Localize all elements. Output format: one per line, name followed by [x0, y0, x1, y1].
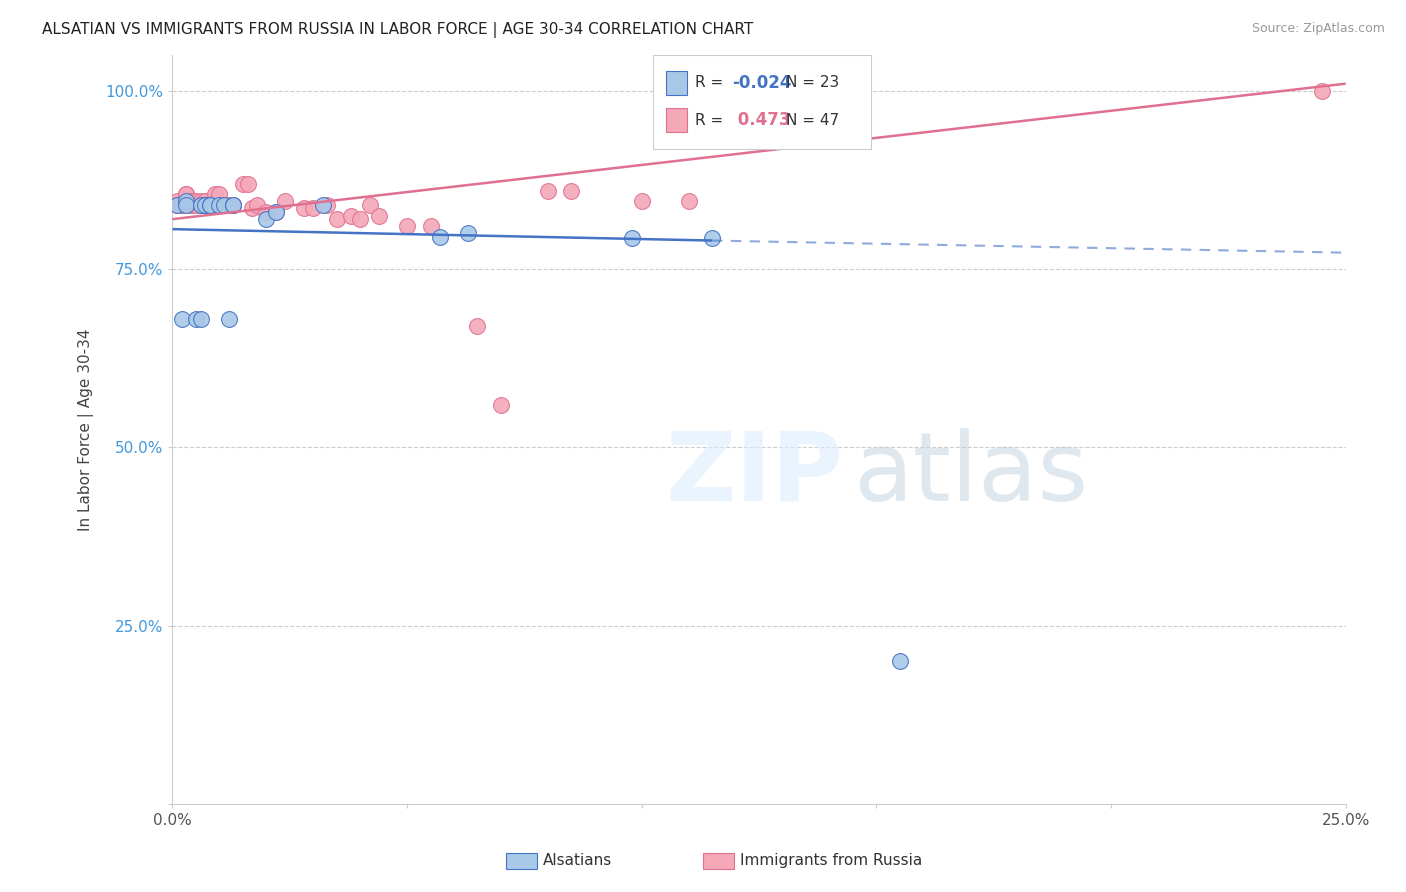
Point [208, 198, 231, 212]
Text: -0.024: -0.024 [733, 74, 792, 92]
Point [621, 231, 644, 245]
Text: N = 23: N = 23 [786, 75, 839, 90]
Point [236, 177, 259, 191]
Point [208, 187, 231, 202]
Text: N = 47: N = 47 [786, 112, 839, 128]
Point [176, 198, 198, 212]
Text: ALSATIAN VS IMMIGRANTS FROM RUSSIA IN LABOR FORCE | AGE 30-34 CORRELATION CHART: ALSATIAN VS IMMIGRANTS FROM RUSSIA IN LA… [42, 22, 754, 38]
Point [198, 198, 221, 212]
Point [316, 198, 339, 212]
Point [302, 202, 325, 216]
Point [240, 202, 263, 216]
Text: ZIP: ZIP [665, 428, 844, 521]
Point [246, 198, 269, 212]
Point [419, 219, 441, 234]
Point [429, 230, 451, 244]
Text: R =: R = [695, 75, 728, 90]
Point [166, 198, 188, 212]
Point [359, 198, 381, 212]
Point [254, 205, 277, 219]
Point [232, 177, 254, 191]
Bar [666, 108, 688, 132]
Point [218, 312, 240, 326]
Point [311, 198, 333, 212]
Point [349, 212, 371, 227]
Point [176, 187, 198, 202]
Point [325, 212, 347, 227]
Point [467, 319, 489, 334]
Point [700, 231, 723, 245]
Point [678, 194, 700, 209]
Point [166, 194, 188, 209]
Point [198, 198, 221, 212]
Point [204, 187, 226, 202]
Text: R =: R = [695, 112, 728, 128]
Point [170, 198, 193, 212]
Point [396, 219, 419, 234]
Point [339, 209, 361, 223]
Point [222, 198, 245, 212]
Point [180, 194, 202, 209]
Point [560, 184, 582, 198]
Point [176, 198, 198, 212]
Text: atlas: atlas [853, 428, 1088, 521]
Point [222, 198, 245, 212]
Point [180, 198, 202, 212]
Point [176, 194, 198, 209]
Point [198, 198, 221, 212]
Point [184, 312, 207, 326]
Point [194, 198, 217, 212]
Point [367, 209, 389, 223]
Point [176, 187, 198, 202]
Text: 0.473: 0.473 [733, 112, 790, 129]
Y-axis label: In Labor Force | Age 30-34: In Labor Force | Age 30-34 [79, 328, 94, 531]
Point [190, 198, 212, 212]
Point [190, 198, 212, 212]
Point [170, 312, 193, 326]
Text: Source: ZipAtlas.com: Source: ZipAtlas.com [1251, 22, 1385, 36]
Point [889, 654, 911, 668]
Point [264, 205, 287, 219]
Point [184, 198, 207, 212]
Bar [666, 70, 688, 95]
Point [537, 184, 560, 198]
Point [194, 198, 217, 212]
Point [274, 194, 297, 209]
FancyBboxPatch shape [654, 55, 870, 149]
Point [292, 202, 315, 216]
Point [212, 198, 235, 212]
Text: Alsatians: Alsatians [543, 854, 612, 868]
Point [190, 312, 212, 326]
Point [254, 212, 277, 227]
Point [218, 198, 240, 212]
Point [212, 198, 235, 212]
Point [457, 227, 479, 241]
Point [198, 198, 221, 212]
Point [184, 194, 207, 209]
Point [264, 205, 287, 219]
Point [166, 198, 188, 212]
Point [170, 198, 193, 212]
Point [489, 398, 512, 412]
Point [630, 194, 652, 209]
Point [190, 194, 212, 209]
Point [222, 198, 245, 212]
Text: Immigrants from Russia: Immigrants from Russia [740, 854, 922, 868]
Point [194, 194, 217, 209]
Point [1310, 84, 1333, 98]
